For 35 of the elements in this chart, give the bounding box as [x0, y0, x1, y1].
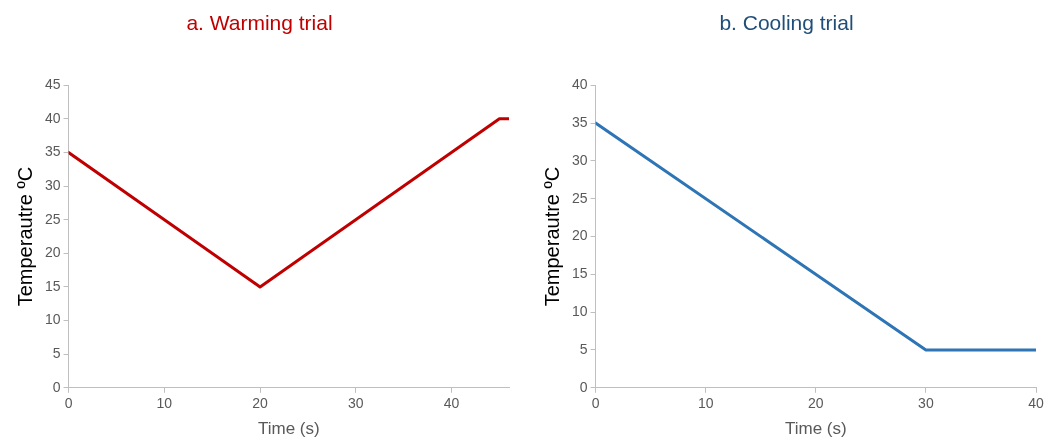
y-tick-label: 40	[44, 109, 61, 126]
y-tick-label: 15	[571, 265, 588, 282]
y-tick-label: 20	[44, 244, 61, 261]
x-tick-label: 20	[252, 395, 269, 412]
y-tick-label: 25	[44, 210, 61, 227]
y-tick-label: 30	[44, 176, 61, 193]
y-tick-label: 0	[579, 378, 588, 395]
y-tick-label: 35	[571, 113, 588, 130]
x-axis-title: Time (s)	[784, 419, 847, 439]
x-axis-title: Time (s)	[257, 419, 320, 439]
y-axis-title: Temperautre ºC	[540, 166, 563, 307]
y-tick-label: 35	[44, 143, 61, 160]
y-tick-label: 25	[571, 189, 588, 206]
x-tick-label: 30	[348, 395, 364, 412]
x-tick-label: 10	[697, 395, 714, 412]
x-tick-label: 10	[156, 395, 173, 412]
y-tick-label: 10	[571, 303, 588, 320]
x-tick-label: 0	[591, 395, 600, 412]
x-tick-label: 40	[1028, 395, 1044, 412]
x-tick-label: 30	[918, 395, 934, 412]
chart-title: a. Warming trial	[186, 11, 333, 35]
y-axis-title: Temperautre ºC	[13, 166, 36, 307]
x-tick-label: 20	[808, 395, 824, 412]
y-tick-label: 0	[52, 378, 61, 395]
x-tick-label: 40	[443, 395, 460, 412]
chart-title: b. Cooling trial	[719, 11, 854, 35]
x-tick-label: 0	[64, 395, 73, 412]
y-tick-label: 5	[579, 340, 588, 357]
y-tick-label: 5	[52, 345, 61, 362]
y-tick-label: 15	[44, 277, 61, 294]
y-tick-label: 40	[571, 76, 588, 93]
y-tick-label: 10	[44, 311, 61, 328]
y-tick-label: 45	[44, 76, 61, 93]
y-tick-label: 20	[571, 227, 588, 244]
y-tick-label: 30	[571, 151, 588, 168]
